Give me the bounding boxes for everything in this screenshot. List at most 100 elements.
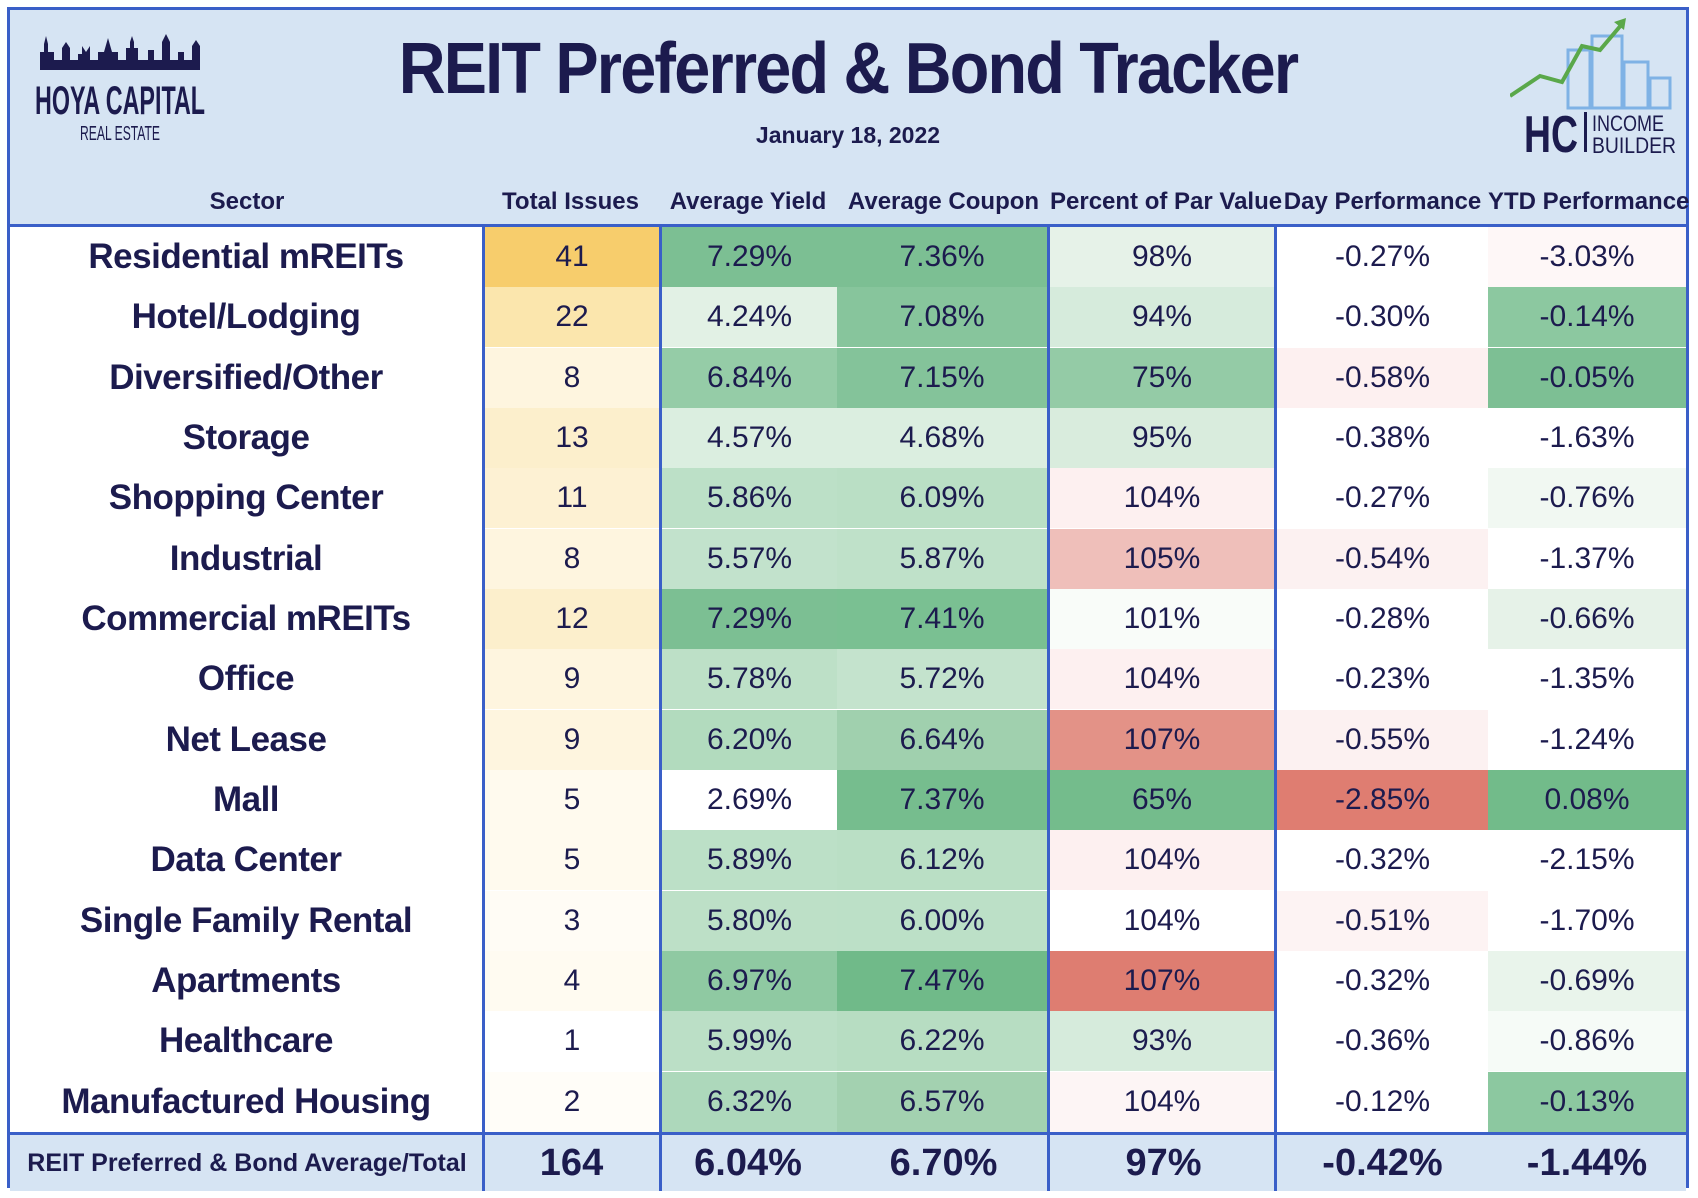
ytd-performance-cell: -0.76% bbox=[1488, 468, 1686, 529]
day-performance-cell: -0.32% bbox=[1277, 830, 1488, 891]
average-coupon-cell: 7.15% bbox=[837, 347, 1047, 408]
col-header-average-coupon: Average Coupon bbox=[847, 188, 1040, 215]
col-header-ytd-performance: YTD Performance bbox=[1488, 188, 1690, 215]
sector-name-cell: Diversified/Other bbox=[10, 347, 482, 408]
sector-name-cell: Industrial bbox=[10, 528, 482, 589]
col-header-day-performance: Day Performance bbox=[1283, 188, 1482, 215]
table-row: Diversified/Other 8 6.84% 7.15% 75% -0.58% -0.… bbox=[10, 347, 1686, 408]
average-coupon-cell: 7.37% bbox=[837, 769, 1047, 830]
total-issues-cell: 5 bbox=[485, 769, 659, 830]
ytd-performance-cell: -1.35% bbox=[1488, 649, 1686, 710]
col-divider-3 bbox=[1047, 224, 1050, 1191]
day-performance-cell: -0.27% bbox=[1277, 468, 1488, 529]
day-performance-cell: -0.36% bbox=[1277, 1011, 1488, 1072]
logo-right-mark: HC bbox=[1524, 106, 1578, 156]
average-yield-cell: 5.80% bbox=[662, 890, 837, 951]
header: HOYA CAPITAL REAL ESTATE REIT Preferred … bbox=[10, 10, 1690, 224]
table-row: Manufactured Housing 2 6.32% 6.57% 104% -0.12… bbox=[10, 1071, 1686, 1132]
day-performance-cell: -0.38% bbox=[1277, 407, 1488, 468]
percent-of-par-cell: 104% bbox=[1050, 890, 1274, 951]
day-performance-cell: -0.27% bbox=[1277, 227, 1488, 287]
average-yield-cell: 5.78% bbox=[662, 649, 837, 710]
logo-left-line2: REAL ESTATE bbox=[80, 123, 160, 145]
total-issues-cell: 5 bbox=[485, 830, 659, 891]
table-row: Commercial mREITs 12 7.29% 7.41% 101% -0.28% -… bbox=[10, 588, 1686, 649]
sector-name-cell: Office bbox=[10, 649, 482, 710]
page-title: REIT Preferred & Bond Tracker bbox=[398, 29, 1299, 109]
sector-name-cell: Mall bbox=[10, 769, 482, 830]
average-yield-cell: 5.57% bbox=[662, 528, 837, 589]
percent-of-par-cell: 75% bbox=[1050, 347, 1274, 408]
percent-of-par-cell: 98% bbox=[1050, 227, 1274, 287]
totals-day: -0.42% bbox=[1322, 1142, 1443, 1184]
average-coupon-cell: 6.09% bbox=[837, 468, 1047, 529]
percent-of-par-cell: 94% bbox=[1050, 287, 1274, 348]
totals-yield: 6.04% bbox=[694, 1142, 802, 1184]
totals-issues: 164 bbox=[539, 1142, 604, 1184]
logo-right-line2: BUILDER bbox=[1592, 133, 1676, 156]
average-coupon-cell: 7.08% bbox=[837, 287, 1047, 348]
average-yield-cell: 5.86% bbox=[662, 468, 837, 529]
sector-name-cell: Net Lease bbox=[10, 709, 482, 770]
total-issues-cell: 3 bbox=[485, 890, 659, 951]
col-header-percent-of-par: Percent of Par Value bbox=[1050, 188, 1283, 215]
ytd-performance-cell: -1.24% bbox=[1488, 709, 1686, 770]
average-yield-cell: 5.99% bbox=[662, 1011, 837, 1072]
percent-of-par-cell: 107% bbox=[1050, 950, 1274, 1011]
percent-of-par-cell: 104% bbox=[1050, 1071, 1274, 1132]
sector-name-cell: Healthcare bbox=[10, 1011, 482, 1072]
ytd-performance-cell: -0.69% bbox=[1488, 950, 1686, 1011]
average-yield-cell: 6.32% bbox=[662, 1071, 837, 1132]
col-divider-2 bbox=[659, 224, 662, 1191]
average-yield-cell: 2.69% bbox=[662, 769, 837, 830]
sector-name-cell: Apartments bbox=[10, 950, 482, 1011]
percent-of-par-cell: 101% bbox=[1050, 588, 1274, 649]
header-divider bbox=[10, 224, 1686, 227]
average-yield-cell: 4.57% bbox=[662, 407, 837, 468]
total-issues-cell: 9 bbox=[485, 709, 659, 770]
ytd-performance-cell: -0.13% bbox=[1488, 1071, 1686, 1132]
average-coupon-cell: 6.57% bbox=[837, 1071, 1047, 1132]
total-issues-cell: 2 bbox=[485, 1071, 659, 1132]
average-coupon-cell: 6.22% bbox=[837, 1011, 1047, 1072]
totals-ytd: -1.44% bbox=[1526, 1142, 1648, 1184]
average-coupon-cell: 7.36% bbox=[837, 227, 1047, 287]
total-issues-cell: 8 bbox=[485, 528, 659, 589]
table-row: Net Lease 9 6.20% 6.64% 107% -0.55% -1.24% bbox=[10, 709, 1686, 770]
table-row: Shopping Center 11 5.86% 6.09% 104% -0.27% -0.… bbox=[10, 468, 1686, 529]
hc-income-builder-logo: HC INCOME BUILDER bbox=[1510, 18, 1676, 156]
total-issues-cell: 1 bbox=[485, 1011, 659, 1072]
average-coupon-cell: 5.72% bbox=[837, 649, 1047, 710]
ytd-performance-cell: -1.63% bbox=[1488, 407, 1686, 468]
col-divider-4 bbox=[1274, 224, 1277, 1191]
totals-divider bbox=[10, 1132, 1686, 1135]
ytd-performance-cell: -0.05% bbox=[1488, 347, 1686, 408]
average-coupon-cell: 4.68% bbox=[837, 407, 1047, 468]
day-performance-cell: -0.12% bbox=[1277, 1071, 1488, 1132]
table-row: Single Family Rental 3 5.80% 6.00% 104% -0.51… bbox=[10, 890, 1686, 951]
total-issues-cell: 11 bbox=[485, 468, 659, 529]
day-performance-cell: -0.28% bbox=[1277, 588, 1488, 649]
tracker-table-frame: HOYA CAPITAL REAL ESTATE REIT Preferred … bbox=[7, 7, 1690, 1191]
totals-row: REIT Preferred & Bond Average/Total 164 … bbox=[10, 1135, 1686, 1191]
average-yield-cell: 6.84% bbox=[662, 347, 837, 408]
day-performance-cell: -2.85% bbox=[1277, 769, 1488, 830]
totals-coupon: 6.70% bbox=[889, 1142, 998, 1184]
day-performance-cell: -0.51% bbox=[1277, 890, 1488, 951]
day-performance-cell: -0.54% bbox=[1277, 528, 1488, 589]
total-issues-cell: 12 bbox=[485, 588, 659, 649]
table-row: Office 9 5.78% 5.72% 104% -0.23% -1.35% bbox=[10, 649, 1686, 710]
col-header-total-issues: Total Issues bbox=[502, 188, 639, 215]
percent-of-par-cell: 104% bbox=[1050, 649, 1274, 710]
table-row: Hotel/Lodging 22 4.24% 7.08% 94% -0.30% -0.14% bbox=[10, 287, 1686, 348]
average-yield-cell: 6.97% bbox=[662, 950, 837, 1011]
day-performance-cell: -0.55% bbox=[1277, 709, 1488, 770]
sector-name-cell: Storage bbox=[10, 407, 482, 468]
total-issues-cell: 22 bbox=[485, 287, 659, 348]
percent-of-par-cell: 95% bbox=[1050, 407, 1274, 468]
total-issues-cell: 4 bbox=[485, 950, 659, 1011]
average-coupon-cell: 6.12% bbox=[837, 830, 1047, 891]
sector-name-cell: Single Family Rental bbox=[10, 890, 482, 951]
table-row: Storage 13 4.57% 4.68% 95% -0.38% -1.63% bbox=[10, 407, 1686, 468]
ytd-performance-cell: -1.70% bbox=[1488, 890, 1686, 951]
